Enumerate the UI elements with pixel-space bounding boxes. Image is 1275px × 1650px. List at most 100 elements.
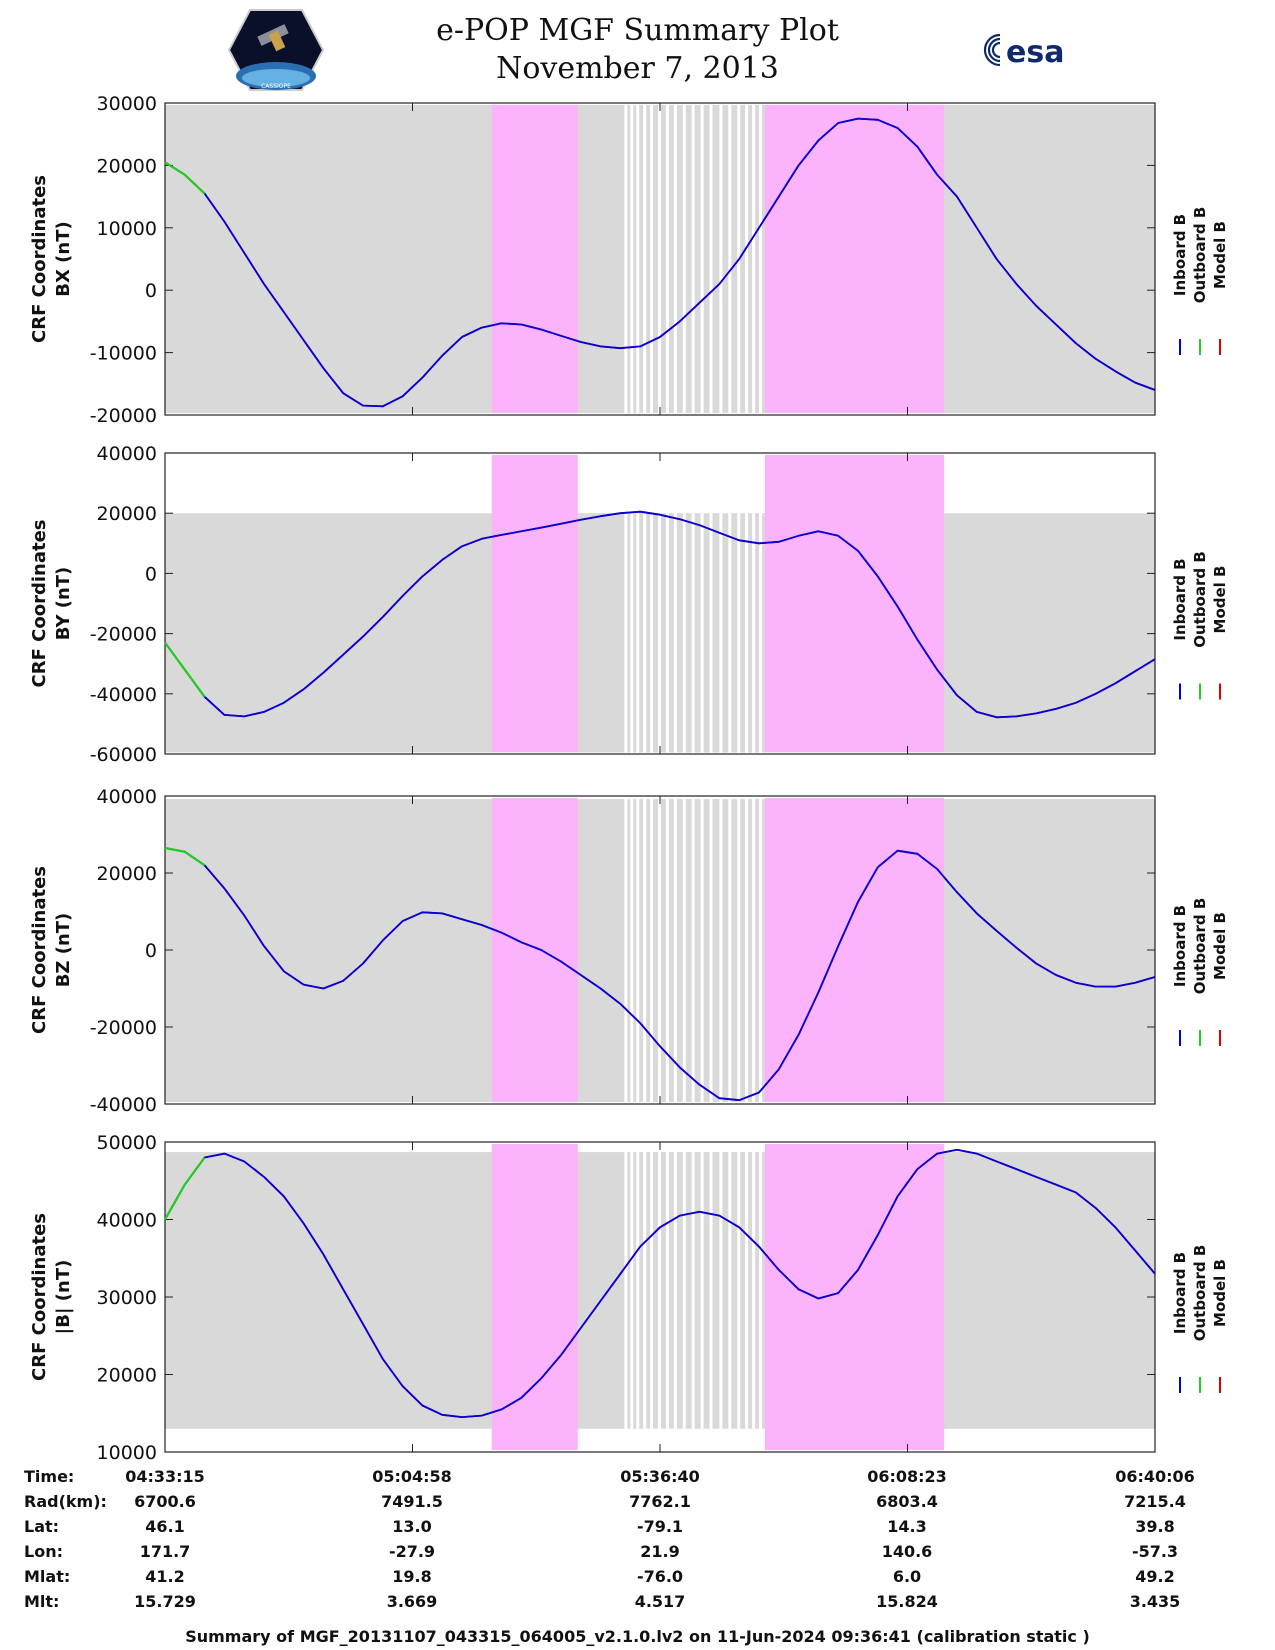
info-cell: 6700.6 [134,1492,196,1511]
y-tick-label: 30000 [97,1287,157,1309]
info-cell: -76.0 [636,1567,684,1586]
legend-text: Model B [1211,912,1229,980]
info-cell: 21.9 [640,1542,680,1561]
info-row: Mlt: 15.729 3.669 4.517 15.824 3.435 [0,1592,1275,1617]
y-tick-label: 40000 [97,1210,157,1232]
data-gap-stripe [643,513,647,753]
info-cell: 3.669 [386,1592,438,1611]
info-row: Time: 04:33:15 05:04:58 05:36:40 06:08:23 06:… [0,1467,1275,1492]
title-block: e-POP MGF Summary Plot November 7, 2013 [0,12,1275,88]
data-gap-stripe [658,513,662,753]
info-cell: 46.1 [145,1517,185,1536]
info-row: Mlat: 41.2 19.8 -76.0 6.0 49.2 [0,1567,1275,1592]
data-gap-stripe [728,104,732,414]
legend-label: Model B [1211,566,1229,634]
data-gap-stripe [691,104,695,414]
data-gap-stripe [624,1152,628,1429]
data-gap-stripe [759,1152,762,1429]
data-gap-stripe [673,104,677,414]
data-gap-stripe [728,799,732,1103]
series-line-outboard-b [164,1156,206,1221]
y-axis-label: CRF Coordinates |B| (nT) [29,1213,74,1381]
y-tick-label: 20000 [97,863,157,885]
legend-text: Outboard B [1191,551,1209,648]
y-tick-label: 20000 [97,155,157,177]
y-tick-label: -20000 [90,1017,157,1039]
series-line-inboard-b [164,117,1156,408]
series-line-outboard-b [164,641,206,698]
data-gap-stripe [682,513,686,753]
eclipse-band [764,455,945,752]
data-gap-stripe [643,104,647,414]
logo-left-text: CASSIOPE [261,83,291,90]
info-row-label: Time: [24,1467,75,1486]
panel-4: 50000 40000 30000 20000 10000 CRF Coordinates… [29,1132,1229,1460]
eclipse-band [491,105,578,413]
data-gap-stripe [691,513,695,753]
info-cell: 06:08:23 [867,1467,947,1486]
data-gap-stripe [745,1152,749,1429]
legend-text: Model B [1211,221,1229,289]
info-cell: 6.0 [892,1567,922,1586]
info-cell: 4.517 [634,1592,686,1611]
y-axis-label-line1: CRF Coordinates [29,520,50,688]
data-gap-stripe [759,104,762,414]
info-cell: 171.7 [139,1542,191,1561]
info-cell: 05:04:58 [372,1467,452,1486]
data-gap-stripe [745,799,749,1103]
data-gap-stripe [636,1152,640,1429]
footer-caption: Summary of MGF_20131107_043315_064005_v2… [185,1627,1090,1646]
y-axis-label-line2: |B| (nT) [53,1260,74,1335]
data-gap-stripe [700,513,704,753]
info-cell: 19.8 [392,1567,432,1586]
info-cell: 14.3 [887,1517,927,1536]
info-cell: 15.729 [134,1592,196,1611]
series-line-inboard-b [164,847,1156,1102]
y-axis-label-line1: CRF Coordinates [29,866,50,1034]
y-axis-label-line1: CRF Coordinates [29,1213,50,1381]
data-gap-stripe [700,104,704,414]
eclipse-band [491,798,578,1102]
legend-text: Outboard B [1191,898,1209,995]
data-gap-stripe [745,104,749,414]
data-gap-stripe [624,513,628,753]
data-gap-stripe [719,104,723,414]
y-axis-label-line2: BX (nT) [53,221,74,296]
y-tick-label: 20000 [97,503,157,525]
info-cell: -27.9 [388,1542,436,1561]
data-gap-stripe [630,799,634,1103]
esa-logo: esa [983,33,1064,70]
eclipse-band [491,1144,578,1450]
info-row-label: Mlat: [24,1567,71,1586]
data-gap-stripe [691,799,695,1103]
data-gap-stripe [700,799,704,1103]
data-gap-stripe [752,104,756,414]
info-cell: -79.1 [636,1517,684,1536]
data-gap-stripe [682,104,686,414]
info-cell: 49.2 [1135,1567,1175,1586]
plot-title: e-POP MGF Summary Plot [436,13,839,48]
data-gap-stripe [752,513,756,753]
y-tick-label: 50000 [97,1132,157,1154]
eclipse-band [764,1144,945,1450]
data-gap-stripe [665,104,669,414]
data-gap-stripe [737,513,741,753]
legend-label: Model B [1211,912,1229,980]
data-gap-stripe [682,1152,686,1429]
legend-label: Model B [1211,1259,1229,1327]
data-gap-stripe [682,799,686,1103]
y-tick-label: 40000 [97,786,157,808]
data-gap-stripe [737,799,741,1103]
y-axis-label-line2: BZ (nT) [53,913,74,988]
info-cell: 15.824 [876,1592,938,1611]
cassiope-logo: CASSIOPE [228,9,324,91]
legend-label: Outboard B [1191,898,1209,995]
y-tick-label: -10000 [90,343,157,365]
data-gap-stripe [658,1152,662,1429]
legend-text: Inboard B [1171,905,1189,987]
data-gap-stripe [737,1152,741,1429]
y-tick-label: 0 [145,280,157,302]
legend-text: Inboard B [1171,1252,1189,1334]
legend-label: Inboard B [1171,905,1189,987]
data-gap-stripe [759,799,762,1103]
